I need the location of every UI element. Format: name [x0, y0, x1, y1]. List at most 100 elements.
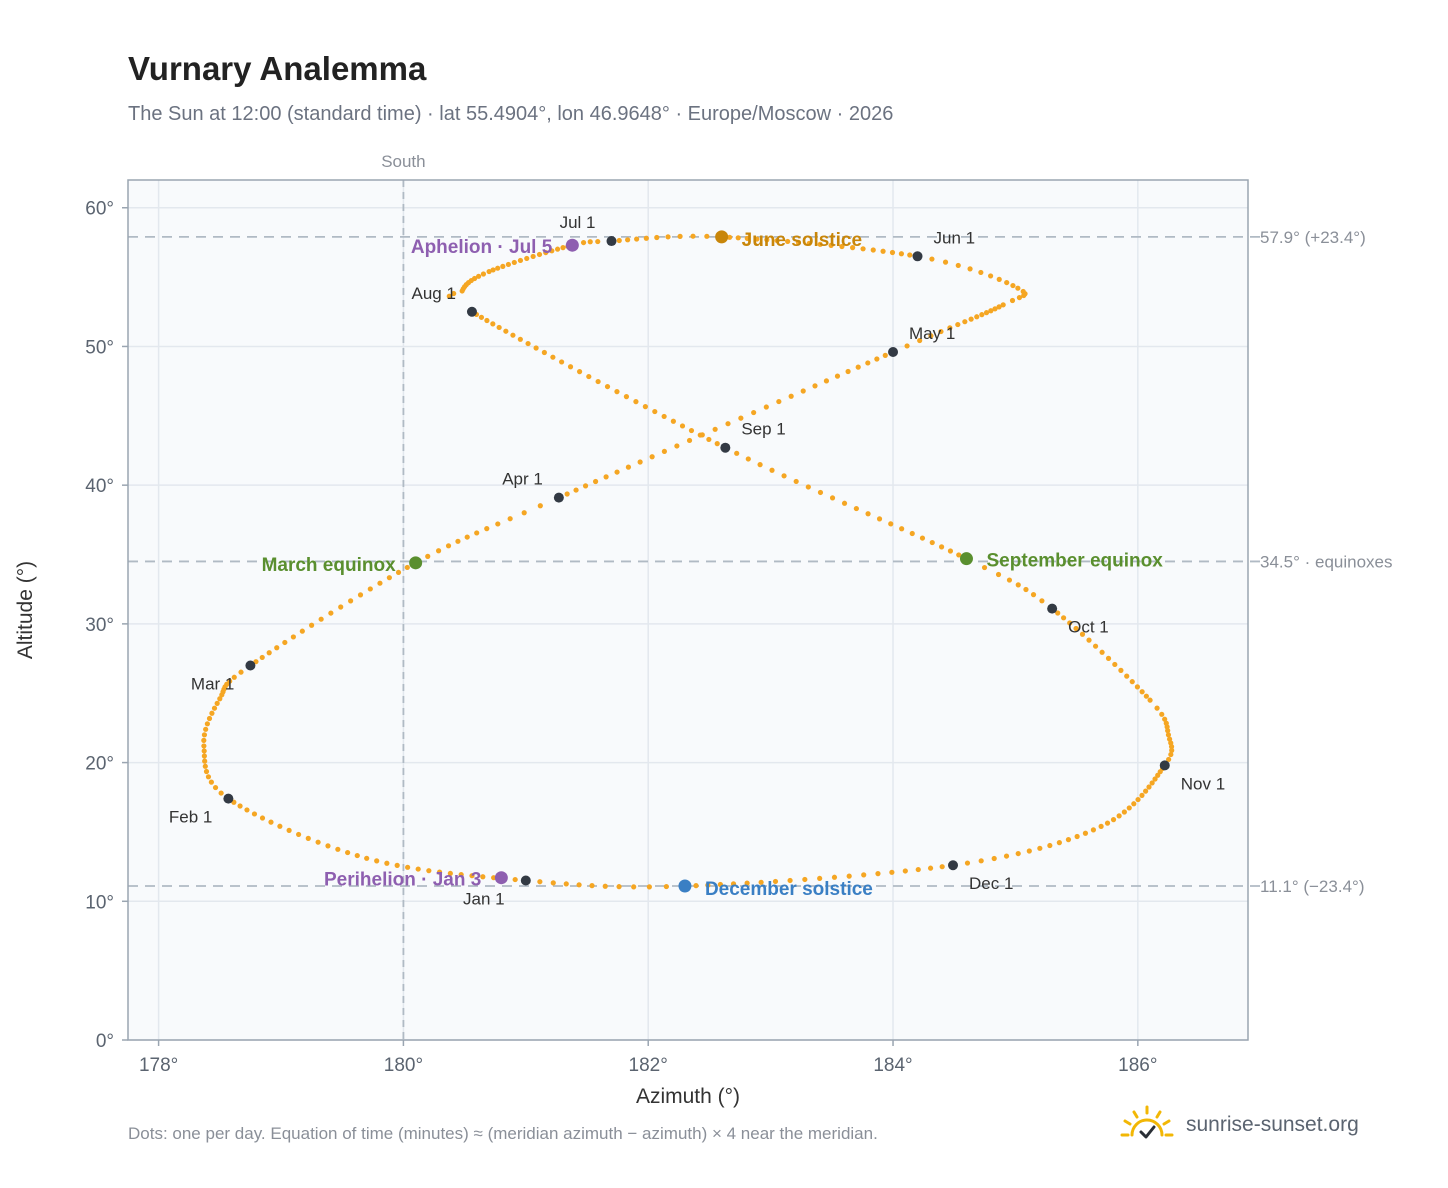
- analemma-day-dot: [567, 364, 574, 370]
- analemma-day-dot: [1067, 620, 1073, 626]
- analemma-day-dot: [328, 610, 334, 616]
- analemma-day-dot: [754, 236, 760, 242]
- analemma-day-dot: [435, 548, 442, 554]
- analemma-day-dot: [785, 238, 791, 245]
- analemma-day-dot: [996, 276, 1002, 282]
- analemma-day-dot: [436, 869, 443, 875]
- analemma-day-dot: [259, 654, 265, 661]
- analemma-day-dot: [834, 373, 841, 379]
- analemma-day-dot: [1016, 294, 1023, 301]
- analemma-day-dot: [955, 262, 961, 269]
- analemma-day-dot: [217, 696, 223, 702]
- x-axis-title: Azimuth (°): [636, 1085, 740, 1108]
- analemma-day-dot: [237, 803, 243, 809]
- analemma-day-dot: [1131, 801, 1137, 807]
- analemma-day-dot: [563, 881, 569, 887]
- analemma-day-dot: [1015, 582, 1021, 588]
- analemma-day-dot: [537, 879, 543, 885]
- analemma-day-dot: [202, 763, 208, 769]
- analemma-day-dot: [964, 860, 971, 866]
- analemma-day-dot: [1168, 744, 1175, 750]
- analemma-day-dot: [996, 304, 1002, 310]
- analemma-day-dot: [286, 827, 292, 833]
- analemma-day-dot: [870, 247, 876, 253]
- analemma-day-dot: [576, 369, 583, 375]
- analemma-day-dot: [882, 352, 888, 358]
- analemma-day-dot: [928, 333, 934, 339]
- month-marker-dot: [245, 660, 256, 671]
- analemma-day-dot: [1143, 788, 1149, 794]
- analemma-day-dot: [559, 359, 565, 365]
- analemma-day-dot: [305, 835, 311, 841]
- analemma-day-dot: [1135, 796, 1141, 803]
- analemma-day-dot: [521, 510, 527, 516]
- analemma-day-dot: [274, 645, 280, 651]
- event-marker-dot: [409, 556, 423, 570]
- analemma-day-dot: [564, 491, 570, 497]
- analemma-day-dot: [604, 383, 611, 390]
- month-marker-dot: [1047, 603, 1058, 614]
- analemma-day-dot: [587, 239, 593, 245]
- reference-label: 57.9° (+23.4°): [1260, 228, 1366, 247]
- analemma-day-dot: [203, 768, 210, 775]
- analemma-day-dot: [758, 879, 764, 885]
- brand[interactable]: sunrise-sunset.org: [1120, 1100, 1359, 1150]
- analemma-day-dot: [1168, 751, 1174, 758]
- event-marker-dot: [494, 871, 508, 885]
- y-tick-label: 60°: [85, 199, 114, 220]
- analemma-day-dot: [642, 404, 648, 410]
- analemma-day-dot: [968, 316, 974, 322]
- analemma-day-dot: [367, 586, 373, 592]
- analemma-day-dot: [1023, 586, 1029, 593]
- analemma-day-dot: [1116, 813, 1122, 819]
- analemma-day-dot: [1139, 689, 1145, 695]
- analemma-day-dot: [386, 575, 392, 581]
- month-marker-label: Apr 1: [502, 470, 543, 489]
- analemma-day-dot: [484, 317, 490, 324]
- plot-frame: [127, 179, 1249, 1041]
- analemma-day-dot: [1065, 837, 1072, 843]
- analemma-day-dot: [1009, 297, 1016, 304]
- analemma-day-dot: [734, 450, 740, 456]
- analemma-day-dot: [769, 467, 775, 473]
- analemma-day-dot: [469, 873, 475, 879]
- analemma-day-dot: [915, 866, 921, 873]
- analemma-day-dot: [712, 426, 718, 432]
- y-axis-title: Altitude (°): [14, 561, 37, 659]
- analemma-day-dot: [227, 678, 233, 684]
- month-marker-dot: [912, 251, 923, 262]
- month-marker-dot: [606, 236, 617, 247]
- analemma-day-dot: [201, 732, 208, 738]
- analemma-day-dot: [1124, 673, 1130, 679]
- analemma-day-dot: [345, 849, 351, 856]
- analemma-day-dot: [1056, 840, 1062, 846]
- month-marker-label: May 1: [909, 324, 955, 343]
- analemma-day-dot: [967, 266, 973, 272]
- analemma-day-dot: [299, 628, 305, 634]
- month-marker-label: Nov 1: [1181, 774, 1225, 793]
- analemma-day-dot: [586, 373, 592, 380]
- x-tick-label: 178°: [139, 1055, 178, 1076]
- analemma-day-dot: [395, 569, 402, 576]
- analemma-day-dot: [205, 774, 212, 780]
- analemma-day-dot: [1121, 809, 1127, 815]
- brand-name[interactable]: sunrise-sunset.org: [1186, 1113, 1359, 1136]
- analemma-day-dot: [902, 868, 908, 874]
- x-tick-label: 184°: [873, 1055, 912, 1076]
- analemma-day-dot: [1126, 805, 1132, 811]
- analemma-day-dot: [817, 241, 823, 247]
- analemma-day-dot: [496, 324, 502, 331]
- analemma-day-dot: [974, 314, 980, 320]
- x-tick-label: 186°: [1118, 1055, 1157, 1076]
- analemma-day-dot: [800, 388, 806, 394]
- axis-ticks: 178° 180° 182° 184° 186° 0° 10° 20° 30° 40° 50° 60°: [85, 199, 1157, 1076]
- analemma-day-dot: [201, 753, 207, 759]
- analemma-day-dot: [991, 855, 997, 862]
- x-tick-label: 182°: [629, 1055, 668, 1076]
- analemma-day-dot: [704, 233, 710, 239]
- analemma-day-dot: [1003, 853, 1010, 859]
- analemma-day-dot: [988, 308, 994, 314]
- analemma-day-dot: [904, 343, 910, 349]
- analemma-day-dot: [633, 399, 639, 405]
